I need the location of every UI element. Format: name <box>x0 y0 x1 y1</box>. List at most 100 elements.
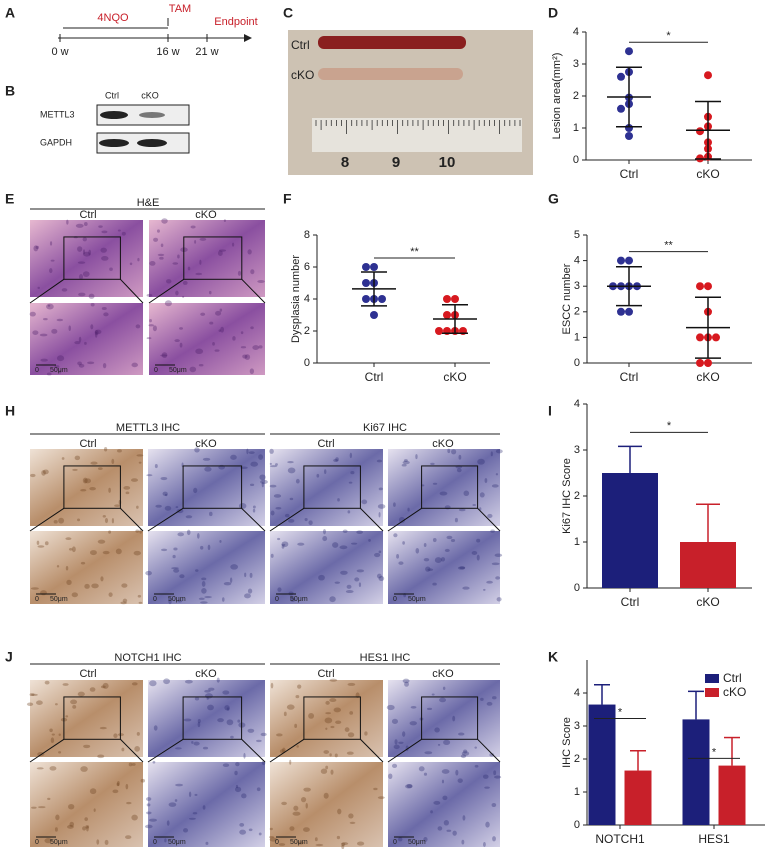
cell <box>175 783 184 787</box>
cell <box>117 449 122 453</box>
scale-label: 50μm <box>408 839 426 846</box>
scale-label: 50μm <box>290 839 308 846</box>
x-tick-label: NOTCH1 <box>595 832 645 846</box>
cell <box>71 546 76 553</box>
cell <box>131 362 138 368</box>
bar <box>588 704 616 825</box>
data-point <box>435 327 443 335</box>
cell <box>90 303 95 307</box>
x-tick-label: cKO <box>443 370 466 384</box>
cell <box>252 345 260 351</box>
cell <box>458 454 462 460</box>
cell <box>462 815 466 821</box>
cell <box>334 753 338 758</box>
cell <box>77 246 83 252</box>
y-axis-label: Lesion area(mm²) <box>551 53 563 140</box>
cell <box>104 839 109 845</box>
panel-label: E <box>5 191 14 207</box>
cell <box>341 844 345 850</box>
treatment: 4NQO <box>97 12 129 24</box>
scale-label: 0 <box>154 367 158 374</box>
cell <box>315 843 324 847</box>
cell <box>486 580 493 584</box>
cell <box>78 363 85 368</box>
zoom-box <box>183 236 243 280</box>
cell <box>198 364 204 367</box>
cell <box>89 687 96 692</box>
cell <box>229 577 233 583</box>
cell <box>237 719 241 723</box>
cell <box>248 828 253 832</box>
cell <box>404 681 409 687</box>
x-tick-label: Ctrl <box>365 370 384 384</box>
cell <box>88 293 95 299</box>
panel-label: D <box>548 5 558 21</box>
zoom-line <box>387 507 422 532</box>
cell <box>93 808 96 812</box>
band <box>100 111 128 119</box>
scale-label: 50μm <box>50 367 68 374</box>
cell <box>270 553 274 558</box>
cell <box>78 274 84 280</box>
cell <box>171 567 180 570</box>
cell <box>58 751 62 754</box>
cell <box>194 697 200 701</box>
zoom-line <box>29 738 65 763</box>
cell <box>270 682 274 689</box>
cell <box>37 545 45 548</box>
cell <box>144 824 153 829</box>
cell <box>479 492 485 498</box>
cell <box>286 704 295 710</box>
cell <box>269 827 273 831</box>
cell <box>47 304 51 307</box>
cell <box>446 829 452 832</box>
cell <box>439 491 448 496</box>
cell <box>441 779 445 784</box>
micrograph <box>270 449 383 526</box>
cell <box>49 728 53 733</box>
cell <box>258 454 264 460</box>
cell <box>153 237 159 242</box>
data-point <box>370 263 378 271</box>
scale-label: 0 <box>153 596 157 603</box>
micrograph <box>148 531 265 604</box>
data-point <box>696 359 704 367</box>
scale-label: 0 <box>275 596 279 603</box>
cell <box>51 733 55 736</box>
cell <box>85 825 90 829</box>
cell <box>125 783 129 790</box>
cell <box>418 766 425 772</box>
cell <box>53 519 58 524</box>
cell <box>157 229 160 233</box>
cell <box>247 249 252 255</box>
cell <box>314 837 318 842</box>
data-point <box>696 282 704 291</box>
cell <box>348 481 353 484</box>
cell <box>194 239 197 244</box>
cell <box>185 515 193 519</box>
tissue <box>318 36 466 49</box>
micrograph <box>270 680 383 757</box>
cell <box>335 457 339 462</box>
bar <box>624 770 652 825</box>
cell <box>38 806 46 809</box>
cell <box>222 597 225 602</box>
cell <box>125 835 132 840</box>
cell <box>423 772 428 776</box>
cell <box>484 478 488 483</box>
stain-title: Ki67 IHC <box>363 422 407 434</box>
cell <box>109 267 113 271</box>
cell <box>126 801 132 805</box>
cell <box>452 830 457 836</box>
cell <box>394 739 398 745</box>
scale-label: 0 <box>275 839 279 846</box>
cell <box>90 550 97 556</box>
cell <box>285 513 290 518</box>
bar <box>602 473 658 588</box>
cell <box>66 579 72 586</box>
scale-label: 50μm <box>50 596 68 603</box>
y-tick-label: 1 <box>574 786 580 798</box>
cell <box>332 542 339 548</box>
cell <box>131 763 136 766</box>
cell <box>281 541 289 548</box>
